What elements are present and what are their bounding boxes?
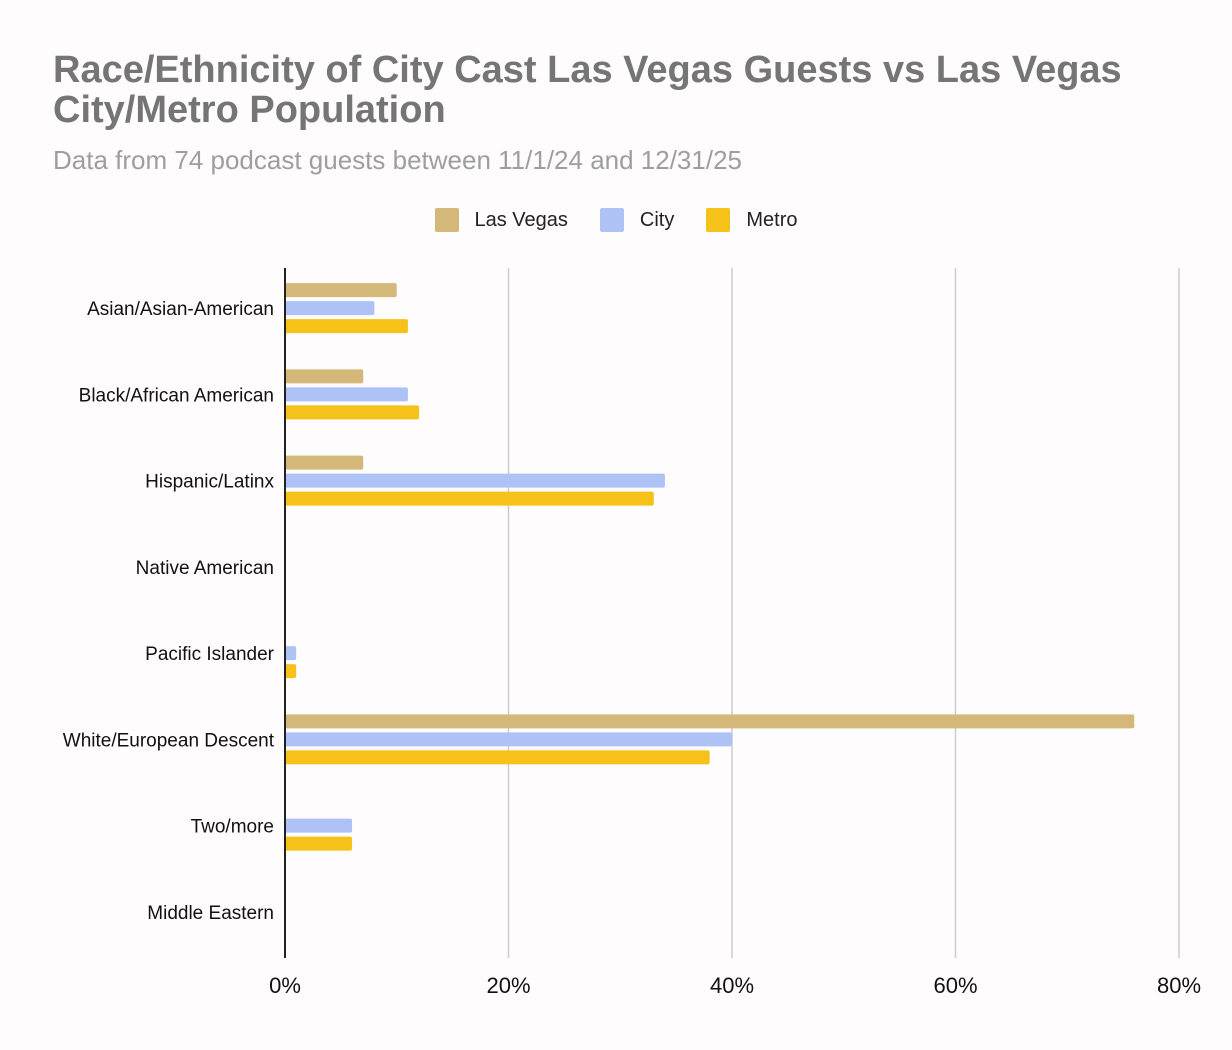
bar-metro	[285, 405, 420, 420]
bar-las-vegas	[285, 455, 364, 470]
legend-label-las-vegas: Las Vegas	[474, 208, 568, 231]
legend-item-metro: Metro	[706, 208, 798, 232]
bar-las-vegas	[285, 283, 397, 298]
bar-city	[285, 387, 408, 402]
category-label: White/European Descent	[63, 730, 275, 751]
bar-metro	[285, 664, 297, 679]
bar-metro	[285, 836, 353, 851]
category-label: Two/more	[191, 817, 274, 838]
bar-metro	[285, 319, 408, 334]
bar-las-vegas	[285, 369, 364, 384]
bar-city	[285, 732, 732, 747]
category-label: Asian/Asian-American	[87, 299, 274, 320]
category-label: Pacific Islander	[145, 644, 275, 665]
bar-city	[285, 473, 665, 488]
bar-city	[285, 818, 353, 833]
chart-legend: Las Vegas City Metro	[0, 208, 1232, 232]
bar-metro	[285, 750, 710, 765]
bar-city	[285, 646, 297, 661]
category-label: Middle Eastern	[147, 903, 274, 924]
bar-metro	[285, 491, 654, 506]
legend-label-metro: Metro	[746, 208, 798, 231]
legend-swatch-city	[599, 208, 624, 232]
bar-las-vegas	[285, 714, 1135, 729]
bar-city	[285, 301, 375, 316]
x-tick-label: 40%	[710, 973, 754, 998]
legend-swatch-las-vegas	[434, 208, 459, 232]
x-tick-label: 60%	[933, 973, 977, 998]
chart-title: Race/Ethnicity of City Cast Las Vegas Gu…	[53, 49, 1122, 131]
chart-subtitle: Data from 74 podcast guests between 11/1…	[53, 145, 742, 175]
legend-swatch-metro	[706, 208, 731, 232]
legend-item-las-vegas: Las Vegas	[434, 208, 568, 232]
x-tick-label: 80%	[1157, 973, 1201, 998]
legend-item-city: City	[599, 208, 675, 232]
x-tick-label: 20%	[486, 973, 530, 998]
category-label: Hispanic/Latinx	[145, 472, 274, 493]
legend-label-city: City	[639, 208, 675, 231]
x-tick-label: 0%	[269, 973, 301, 998]
category-label: Black/African American	[79, 385, 274, 406]
category-label: Native American	[136, 558, 274, 579]
